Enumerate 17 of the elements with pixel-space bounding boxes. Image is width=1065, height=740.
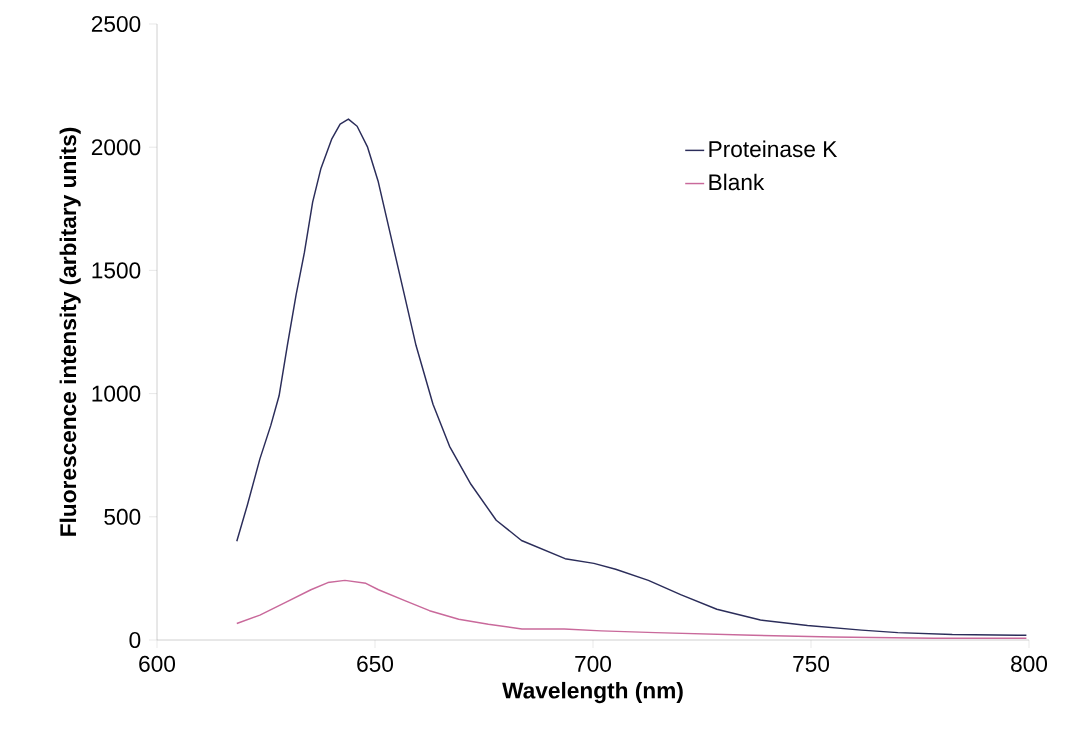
x-tick-label: 650 bbox=[357, 655, 394, 672]
legend-label: Blank bbox=[709, 173, 765, 191]
line-series bbox=[236, 579, 1028, 640]
x-axis-title: Wavelength (nm) bbox=[502, 681, 683, 704]
x-tick-label: 700 bbox=[575, 655, 612, 672]
legend-label: Proteinase K bbox=[709, 140, 838, 158]
y-tick-label: 500 bbox=[104, 508, 141, 525]
x-tick-label: 800 bbox=[1011, 655, 1048, 672]
y-tick-label: 0 bbox=[129, 631, 141, 649]
line-series bbox=[236, 118, 1028, 637]
y-tick-label: 2500 bbox=[91, 15, 141, 33]
y-tick-label: 2000 bbox=[91, 139, 141, 156]
x-tick-label: 600 bbox=[139, 655, 176, 672]
y-tick-label: 1000 bbox=[92, 385, 141, 402]
y-axis-title: Fluorescence intensity (arbitary units) bbox=[59, 127, 81, 536]
y-tick-label: 1500 bbox=[92, 262, 141, 279]
x-tick-label: 750 bbox=[793, 655, 830, 672]
